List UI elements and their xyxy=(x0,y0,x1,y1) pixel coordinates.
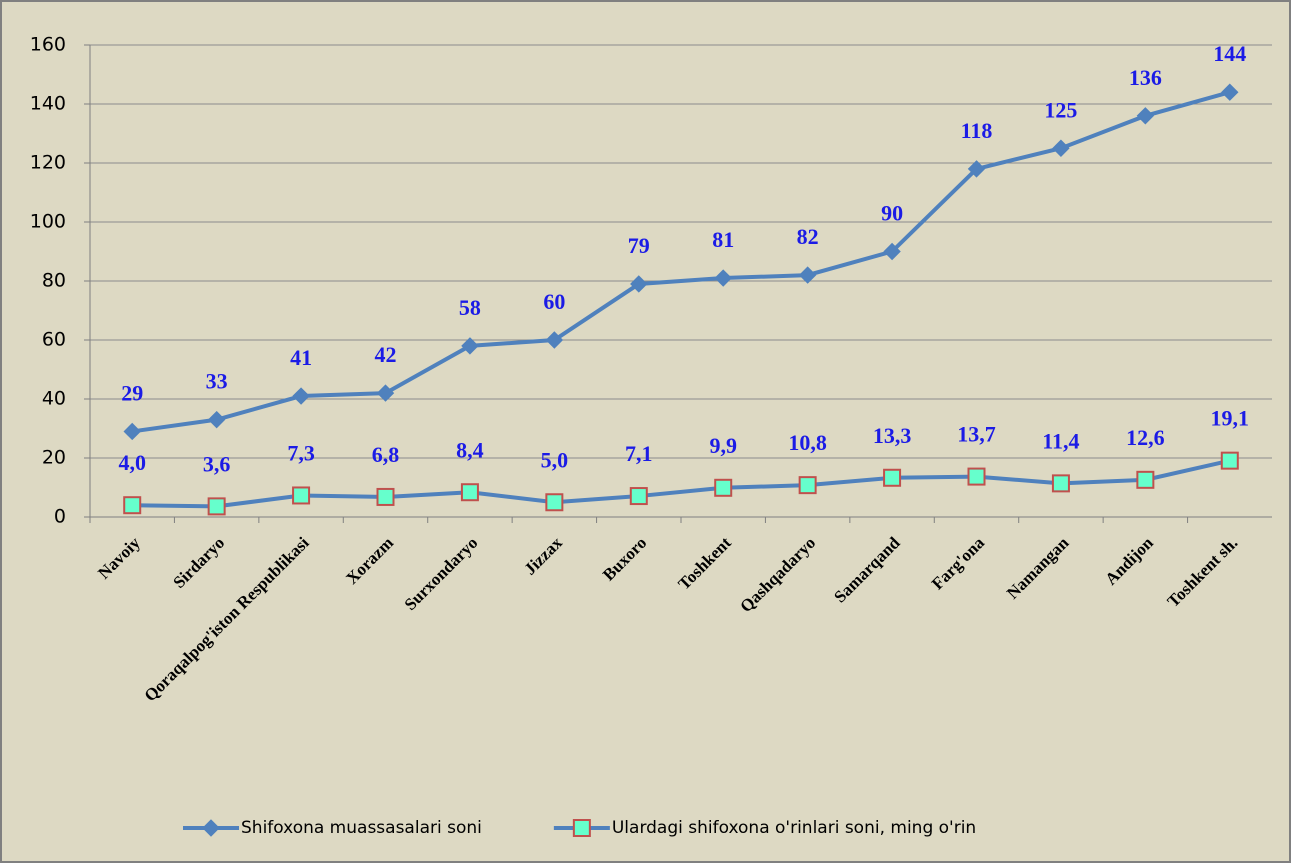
point xyxy=(1220,451,1239,470)
value-label: 11,4 xyxy=(1042,428,1079,453)
series-line xyxy=(132,458,1231,509)
value-label: 13,7 xyxy=(957,422,996,447)
legend-item: Shifoxona muassasalari soni xyxy=(183,818,482,838)
value-label: 19,1 xyxy=(1211,406,1250,431)
value-label: 3,6 xyxy=(203,451,231,476)
y-tick-label: 160 xyxy=(30,34,66,56)
point xyxy=(714,478,733,497)
value-label: 7,3 xyxy=(287,441,315,466)
legend-label: Ulardagi shifoxona o'rinlari soni, ming … xyxy=(612,818,976,838)
point xyxy=(714,269,732,287)
point xyxy=(1051,474,1070,493)
value-label: 8,4 xyxy=(456,437,484,462)
point xyxy=(883,242,901,261)
point xyxy=(545,493,564,512)
point xyxy=(1221,83,1239,101)
value-label: 118 xyxy=(961,118,993,143)
value-label: 79 xyxy=(628,233,650,258)
value-label: 9,9 xyxy=(709,433,737,458)
value-label: 4,0 xyxy=(118,450,146,475)
value-label: 10,8 xyxy=(788,430,827,455)
point xyxy=(207,410,226,429)
point xyxy=(461,337,479,355)
legend-item: Ulardagi shifoxona o'rinlari soni, ming … xyxy=(553,818,976,838)
y-tick-label: 60 xyxy=(42,329,66,351)
y-tick-label: 100 xyxy=(30,211,66,233)
point xyxy=(1052,139,1070,157)
value-label: 136 xyxy=(1129,65,1162,90)
value-label: 81 xyxy=(712,227,734,252)
point xyxy=(123,422,141,441)
point xyxy=(207,497,226,516)
point xyxy=(292,486,311,505)
legend-marker xyxy=(572,819,591,837)
point xyxy=(798,476,817,495)
legend-marker xyxy=(202,819,220,837)
y-tick-label: 80 xyxy=(42,270,66,292)
value-label: 6,8 xyxy=(372,442,400,467)
y-tick-label: 40 xyxy=(42,388,66,410)
y-tick-label: 20 xyxy=(42,447,66,469)
value-label: 33 xyxy=(206,369,228,394)
point xyxy=(376,384,395,402)
value-label: 90 xyxy=(881,201,903,226)
value-label: 5,0 xyxy=(541,447,569,472)
value-label: 7,1 xyxy=(625,441,653,466)
y-tick-label: 120 xyxy=(30,152,66,174)
y-tick-label: 140 xyxy=(30,93,66,115)
value-label: 42 xyxy=(375,342,397,367)
point xyxy=(123,496,142,515)
value-label: 41 xyxy=(290,345,312,370)
value-label: 13,3 xyxy=(873,423,912,448)
point xyxy=(798,266,817,284)
point xyxy=(630,275,648,293)
point xyxy=(967,467,986,486)
value-label: 58 xyxy=(459,295,481,320)
value-label: 12,6 xyxy=(1126,425,1165,450)
value-label: 144 xyxy=(1213,41,1246,66)
point xyxy=(545,331,564,349)
point xyxy=(460,483,479,502)
value-label: 82 xyxy=(797,224,819,249)
series-line xyxy=(131,90,1231,434)
point xyxy=(629,487,648,506)
point xyxy=(1136,107,1155,125)
point xyxy=(967,160,986,178)
point xyxy=(883,468,902,487)
legend-label: Shifoxona muassasalari soni xyxy=(241,818,482,838)
point xyxy=(376,487,395,506)
value-label: 29 xyxy=(121,380,143,405)
y-tick-label: 0 xyxy=(54,506,66,528)
value-label: 125 xyxy=(1044,97,1077,122)
point xyxy=(292,387,310,405)
value-label: 60 xyxy=(543,289,565,314)
point xyxy=(1136,470,1155,489)
